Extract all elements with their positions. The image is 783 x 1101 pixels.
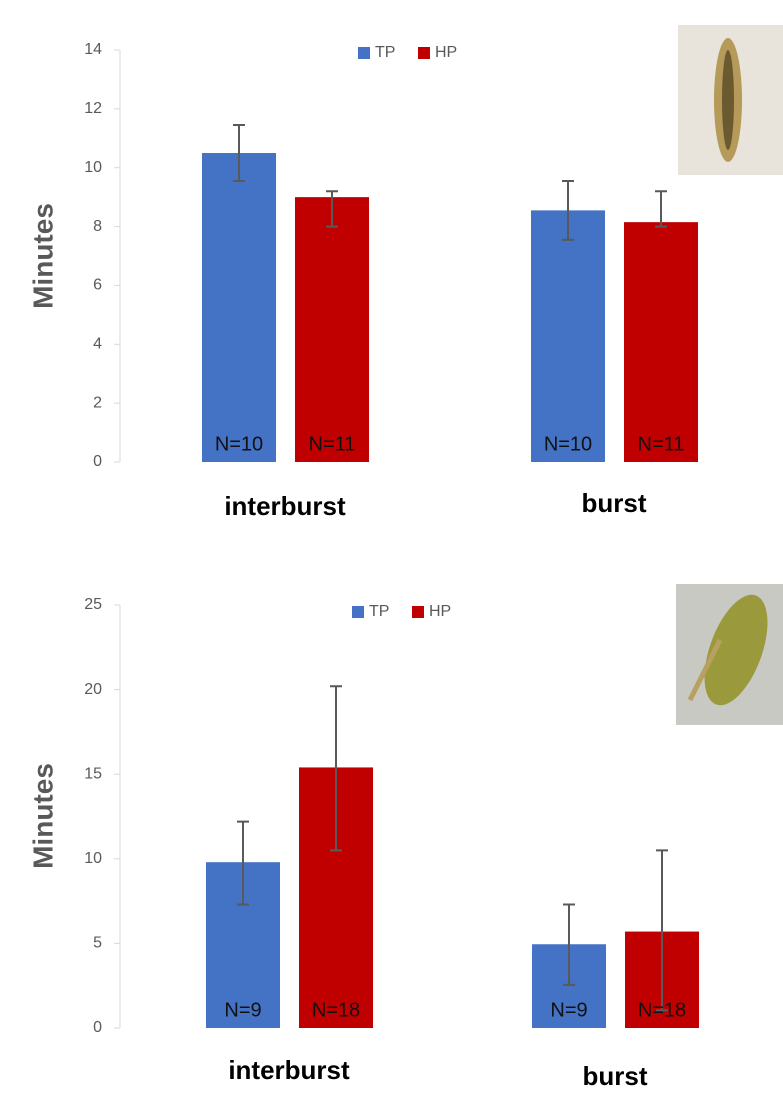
n-label: N=11 (309, 433, 356, 455)
y-tick-label: 4 (93, 336, 102, 353)
y-tick-label: 12 (84, 100, 102, 117)
y-tick-label: 8 (93, 218, 102, 235)
bar (295, 197, 369, 462)
n-label: N=9 (550, 999, 587, 1021)
y-tick-label: 6 (93, 277, 102, 294)
n-label: N=11 (638, 433, 685, 455)
insect-photo (678, 25, 783, 175)
legend-label: HP (429, 603, 451, 620)
n-label: N=9 (224, 999, 261, 1021)
legend-swatch (412, 606, 424, 618)
y-tick-label: 25 (84, 596, 102, 613)
page: 0 2 4 6 8 10 12 14 Minutes TP HP interburst N=10 N=11… (0, 0, 783, 1096)
y-tick-label: 14 (84, 41, 102, 58)
x-tick-label: interburst (224, 491, 346, 521)
y-tick-label: 15 (84, 765, 102, 782)
bar (202, 153, 276, 462)
y-tick-label: 0 (93, 453, 102, 470)
bar (624, 222, 698, 462)
legend-label: HP (435, 44, 457, 61)
x-tick-label: burst (583, 1061, 648, 1091)
legend-swatch (358, 47, 370, 59)
x-tick-label: burst (582, 488, 647, 518)
legend-swatch (418, 47, 430, 59)
insect-photo (676, 584, 783, 725)
n-label: N=18 (638, 999, 686, 1021)
y-tick-label: 10 (84, 850, 102, 867)
n-label: N=10 (215, 433, 263, 455)
x-tick-label: interburst (228, 1055, 350, 1085)
legend-swatch (352, 606, 364, 618)
legend-label: TP (369, 603, 389, 620)
y-tick-label: 0 (93, 1019, 102, 1036)
bar (531, 210, 605, 462)
n-label: N=10 (544, 433, 592, 455)
y-axis-title: Minutes (27, 763, 58, 869)
y-axis-title: Minutes (27, 203, 58, 309)
error-bar (655, 191, 667, 226)
y-tick-label: 20 (84, 681, 102, 698)
y-tick-label: 5 (93, 935, 102, 952)
y-tick-label: 2 (93, 394, 102, 411)
n-label: N=18 (312, 999, 360, 1021)
legend-label: TP (375, 44, 395, 61)
y-tick-label: 10 (84, 159, 102, 176)
